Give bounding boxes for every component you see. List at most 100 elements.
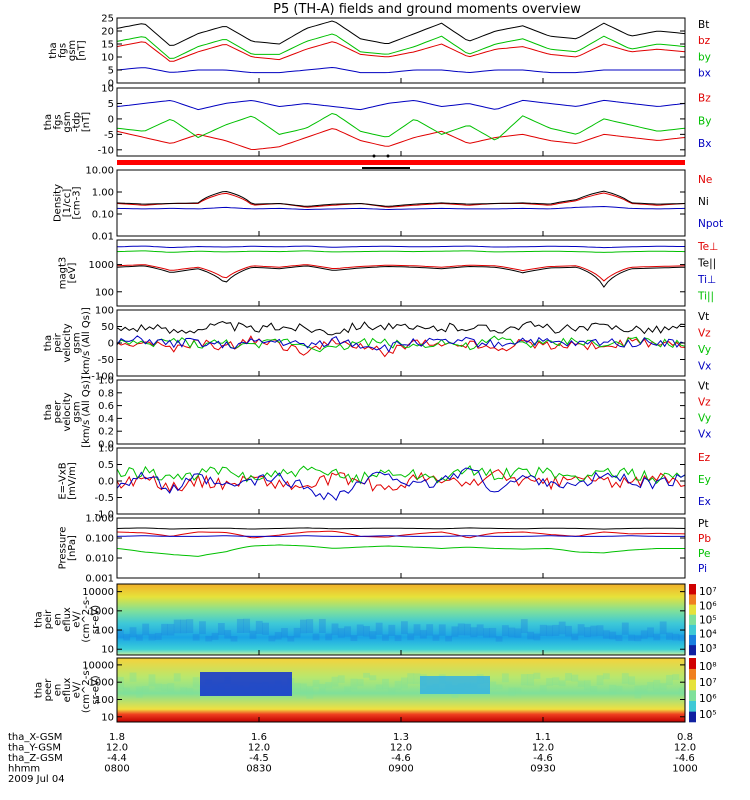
spectrogram-cell	[520, 674, 528, 686]
spectrogram-cell	[337, 628, 345, 638]
spectrogram-cell	[666, 674, 673, 686]
y-tick-label: 10	[101, 84, 114, 95]
y-tick-label: 10000	[82, 587, 114, 598]
footer-value: 12.0	[532, 743, 554, 754]
spectrogram-cell	[281, 628, 288, 638]
y-axis-label: [nT]	[81, 112, 92, 132]
flag-mark	[362, 167, 410, 169]
spectrogram-cell	[413, 624, 421, 636]
legend-entry: Vy	[698, 413, 711, 425]
y-axis-label: gsm	[72, 332, 83, 353]
footer-value: 0800	[104, 764, 129, 775]
spectrogram-cell	[489, 627, 497, 638]
panel-6: Vt Vz Vy Vx 0.0 0.2 0.4 0.6 0.81.0 thapeervelocit…	[43, 376, 711, 451]
spectrogram-cell	[318, 683, 326, 693]
spectrogram-cell	[476, 624, 484, 636]
spectrogram-cell	[394, 680, 402, 691]
y-axis-label: gsm	[72, 401, 83, 422]
spectrogram-cell	[375, 684, 383, 690]
spectrogram-cell	[666, 632, 673, 640]
spectrogram-cell	[255, 620, 263, 634]
spectrogram-cell	[501, 673, 509, 683]
spectrogram-cell	[546, 625, 553, 637]
series-line-Pb	[116, 530, 686, 539]
y-tick-label: 0.10	[92, 210, 114, 221]
spectrogram-cell	[634, 635, 642, 642]
series-line-bz	[116, 41, 686, 62]
spectrogram-cell	[148, 633, 156, 641]
y-tick-label: 0.8	[98, 388, 114, 399]
panel-3: Ne Ni Npot 0.01 0.10 1.00 10.00 Density[1/cc][c…	[53, 166, 724, 243]
spectrogram-cell	[199, 621, 206, 635]
spectrogram-cell	[470, 627, 478, 638]
spectrogram-cell	[413, 673, 421, 684]
spectrogram-cell	[495, 636, 503, 642]
y-axis-label: en	[53, 613, 64, 626]
panel-7: Ez Ey Ex -1.0 -0.5 0.0 0.5 1.0 E=-VxB[mV/m]	[57, 444, 711, 521]
y-tick-label: 10	[101, 712, 114, 723]
legend-entry: Vt	[698, 381, 709, 393]
panel-5: Vt Vz Vy Vx -100 -50 0 50 100 thapeirvelocitygsm[…	[43, 306, 711, 383]
series-line-Pt	[116, 527, 686, 530]
spectrogram-cell	[300, 683, 307, 696]
spectrogram-cell	[621, 622, 629, 635]
spectrogram-cell	[420, 676, 490, 694]
footer-value: 1000	[672, 764, 697, 775]
colorbar-segment	[689, 644, 696, 656]
y-tick-label: 10.00	[85, 166, 114, 177]
spectrogram-cell	[401, 677, 408, 689]
spectrogram-cell	[590, 625, 598, 637]
spectrogram-cell	[609, 631, 617, 640]
spectrogram-cell	[268, 635, 276, 642]
colorbar: 10³ 10⁴ 10⁵ 10⁶ 10⁷	[689, 584, 717, 656]
series-line-Pe	[116, 544, 685, 557]
spectrogram-cell	[161, 684, 168, 691]
spectrogram-cell	[596, 675, 604, 686]
footer-value: 12.0	[106, 743, 128, 754]
spectrogram-cell	[464, 623, 471, 636]
legend-entry: Vz	[698, 327, 711, 339]
spectrogram-cell	[293, 627, 301, 638]
spectrogram-cell	[356, 624, 364, 636]
y-tick-label: 0.001	[85, 574, 114, 585]
series-line-Ex	[116, 467, 686, 501]
y-axis-label: peer	[53, 400, 64, 424]
y-axis-label: tha	[43, 404, 54, 420]
spectrogram-cell	[501, 625, 509, 637]
y-axis-label: peer	[43, 678, 54, 702]
spectrogram-cell	[306, 686, 314, 699]
spectrogram-cell	[173, 619, 181, 634]
spectrogram-cell	[659, 621, 667, 635]
series-line-Vx	[116, 335, 686, 353]
y-axis-label: eflux	[62, 607, 73, 632]
footer-value: -4.4	[107, 753, 127, 764]
spectrogram-cell	[628, 676, 636, 685]
spectrogram-cell	[192, 634, 200, 641]
legend-entry: Ne	[698, 174, 712, 186]
spectrogram-cell	[312, 679, 320, 687]
y-tick-label: 1000	[89, 606, 114, 617]
series-line-Npot	[116, 205, 686, 211]
footer-value: 0900	[388, 764, 413, 775]
spectrogram-cell	[142, 685, 150, 692]
y-tick-label: 0.0	[98, 440, 114, 451]
series-line-Bt	[116, 20, 686, 46]
spectrogram-cell	[388, 624, 396, 636]
footer-value: 1.3	[393, 732, 409, 743]
legend: Bt bz by bx	[698, 19, 711, 80]
plot-area	[117, 448, 685, 514]
spectrogram-cell	[672, 633, 680, 641]
colorbar-segment	[689, 614, 696, 625]
spectrogram-cell	[489, 681, 497, 690]
colorbar-label: 10⁷	[699, 677, 717, 689]
plot-area	[117, 170, 685, 236]
spectrogram-cell	[167, 683, 175, 693]
y-tick-label: 0.0	[98, 477, 114, 488]
spectrogram-cell	[539, 624, 547, 636]
y-axis-label: peir	[43, 609, 54, 629]
y-axis-label: sr-eV)	[91, 605, 102, 634]
y-axis-label: sr-eV)	[91, 675, 102, 704]
legend-entry: Vx	[698, 360, 711, 372]
spectrogram-cell	[186, 688, 194, 695]
spectrogram-cell	[577, 680, 585, 687]
